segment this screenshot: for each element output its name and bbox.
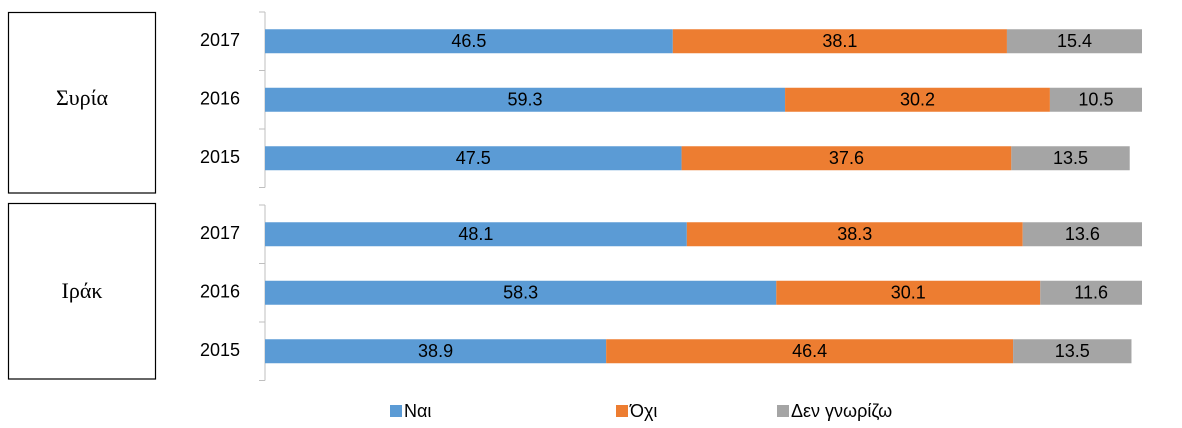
value-label: 30.2 bbox=[900, 90, 935, 110]
value-label: 46.4 bbox=[792, 341, 827, 361]
legend-label: Όχι bbox=[629, 401, 657, 421]
bar-segment bbox=[1006, 29, 1142, 54]
bar-segment bbox=[681, 146, 1012, 171]
value-label: 48.1 bbox=[458, 224, 493, 244]
y-tick-label: 2017 bbox=[200, 223, 240, 243]
bar-segment bbox=[672, 29, 1007, 54]
value-label: 13.6 bbox=[1065, 224, 1100, 244]
group-box bbox=[7, 11, 157, 194]
bar-segment bbox=[265, 29, 673, 54]
group-label: Ιράκ bbox=[62, 278, 103, 303]
bar-segment bbox=[1022, 222, 1142, 247]
bar-segment bbox=[1049, 87, 1142, 112]
legend-label: Ναι bbox=[404, 401, 431, 421]
value-label: 13.5 bbox=[1055, 341, 1090, 361]
value-label: 13.5 bbox=[1053, 148, 1088, 168]
value-label: 58.3 bbox=[503, 283, 538, 303]
y-tick-label: 2015 bbox=[200, 340, 240, 360]
bar-segment bbox=[265, 339, 607, 364]
value-label: 46.5 bbox=[451, 31, 486, 51]
legend-swatch bbox=[777, 405, 789, 417]
value-label: 38.3 bbox=[837, 224, 872, 244]
value-label: 59.3 bbox=[508, 90, 543, 110]
y-tick-label: 2016 bbox=[200, 89, 240, 109]
value-label: 10.5 bbox=[1078, 90, 1113, 110]
bar-segment bbox=[606, 339, 1014, 364]
legend-swatch bbox=[616, 405, 628, 417]
value-label: 38.9 bbox=[418, 341, 453, 361]
bar-segment bbox=[776, 280, 1041, 305]
value-label: 38.1 bbox=[822, 31, 857, 51]
bar-segment bbox=[785, 87, 1050, 112]
bar-segment bbox=[265, 87, 786, 112]
value-label: 37.6 bbox=[829, 148, 864, 168]
bar-segment bbox=[265, 222, 687, 247]
value-label: 11.6 bbox=[1074, 283, 1108, 303]
value-label: 15.4 bbox=[1057, 31, 1092, 51]
bar-segment bbox=[1013, 339, 1132, 364]
bar-segment bbox=[265, 146, 682, 171]
group-box bbox=[7, 202, 157, 380]
bar-segment bbox=[686, 222, 1023, 247]
value-label: 47.5 bbox=[456, 148, 491, 168]
y-tick-label: 2016 bbox=[200, 282, 240, 302]
value-label: 30.1 bbox=[891, 283, 926, 303]
bar-segment bbox=[265, 280, 777, 305]
y-tick-label: 2015 bbox=[200, 147, 240, 167]
bar-segment bbox=[1011, 146, 1130, 171]
group-label: Συρία bbox=[56, 85, 109, 110]
y-tick-label: 2017 bbox=[200, 30, 240, 50]
bar-segment bbox=[1040, 280, 1142, 305]
legend-swatch bbox=[390, 405, 402, 417]
legend-label: Δεν γνωρίζω bbox=[791, 401, 892, 421]
